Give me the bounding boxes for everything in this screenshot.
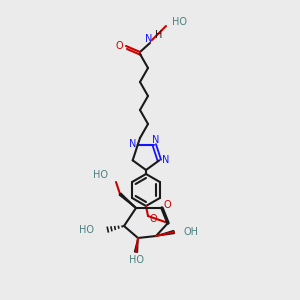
Text: HO: HO [79,225,94,235]
Text: N: N [162,155,169,165]
Text: H: H [155,30,163,40]
Text: HO: HO [93,170,108,180]
Text: N: N [145,34,153,44]
Polygon shape [119,193,136,208]
Text: N: N [152,135,159,145]
Text: N: N [129,139,136,149]
Text: O: O [149,214,157,224]
Text: OH: OH [183,227,198,237]
Text: O: O [163,200,171,210]
Text: HO: HO [172,17,187,27]
Polygon shape [156,230,174,236]
Polygon shape [134,238,138,252]
Text: HO: HO [128,255,143,265]
Text: O: O [115,41,123,51]
